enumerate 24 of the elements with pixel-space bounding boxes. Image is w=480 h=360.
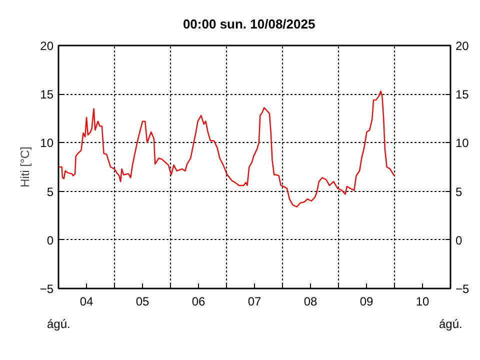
y-tick-label: 10 (40, 136, 54, 150)
text: ágú. (47, 316, 70, 333)
y2-tick-label: 5 (456, 184, 462, 199)
x-tick-label: 05 (136, 294, 150, 308)
x-tick-label: 09 (360, 294, 374, 308)
y2-tick-label: 20 (456, 39, 470, 53)
text: ágú. (439, 316, 462, 333)
y-tick-label: −5 (40, 282, 54, 296)
y-tick-label: 20 (40, 39, 54, 53)
chart-title: 00:00 sun. 10/08/2025 (182, 16, 316, 32)
y-axis-title: Hiti [°C] (18, 146, 32, 188)
y2-tick-label: 0 (456, 233, 462, 248)
y2-tick-label: 10 (456, 136, 470, 150)
y2-tick-label: 15 (456, 88, 470, 102)
x-tick-label: 06 (192, 294, 206, 308)
x-tick-label: 08 (304, 294, 318, 308)
y-tick-label: 0 (46, 233, 54, 248)
x-tick-label: 07 (248, 294, 262, 308)
y-tick-label: 5 (46, 184, 54, 199)
line-series (58, 90, 396, 208)
y2-tick-label: −5 (456, 282, 470, 296)
x-tick-label: 04 (80, 294, 94, 308)
x-tick-label: 10 (416, 294, 430, 308)
y-tick-label: 15 (40, 88, 54, 102)
